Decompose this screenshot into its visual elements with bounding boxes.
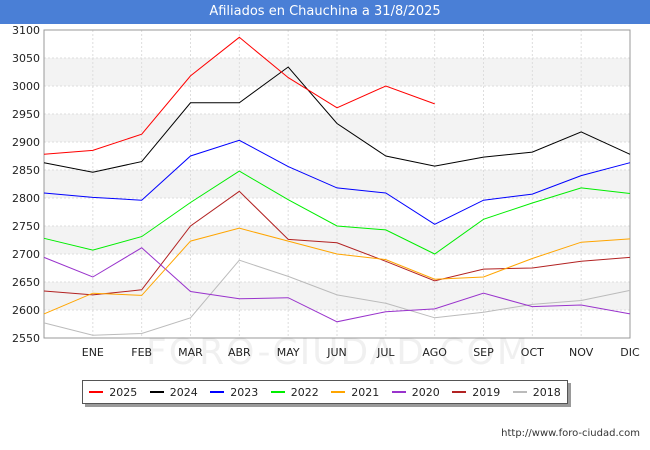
legend-label: 2021 (351, 385, 380, 399)
x-tick-label: JUL (376, 346, 395, 359)
y-tick-label: 2800 (12, 192, 40, 205)
y-tick-label: 2550 (12, 332, 40, 345)
plot-frame (43, 29, 631, 339)
legend-swatch (89, 391, 104, 393)
y-tick-label: 3000 (12, 80, 40, 93)
y-tick-label: 3100 (12, 24, 40, 37)
y-tick-label: 2850 (12, 164, 40, 177)
x-tick-label: OCT (521, 346, 544, 359)
legend-label: 2022 (290, 385, 319, 399)
legend-swatch (331, 391, 346, 393)
legend-swatch (270, 391, 285, 393)
chart-legend: 2025 2024 2023 2022 2021 2020 2019 2018 (82, 380, 568, 404)
source-url: http://www.foro-ciudad.com (501, 428, 640, 439)
x-tick-label: FEB (131, 346, 152, 359)
legend-item-2019: 2019 (452, 386, 500, 399)
legend-item-2020: 2020 (391, 385, 440, 399)
series-line-2019 (43, 190, 631, 296)
y-tick-label: 2650 (12, 276, 40, 289)
legend-label: 2020 (411, 385, 440, 399)
x-tick-label: NOV (569, 346, 594, 359)
chart-title: Afiliados en Chauchina a 31/8/2025 (0, 0, 650, 24)
series-line-2025 (43, 36, 435, 155)
y-tick-label: 2900 (12, 136, 40, 149)
legend-swatch (452, 391, 467, 393)
legend-item-2021: 2021 (331, 386, 379, 399)
y-tick-label: 2750 (12, 220, 40, 233)
series-line-2024 (43, 66, 631, 173)
y-axis-ticks: 2550 2600 2650 2700 2750 2800 2850 2900 2950 3000… (12, 24, 40, 345)
x-tick-label: MAY (277, 346, 300, 359)
legend-swatch (512, 391, 527, 393)
legend-item-2023: 2023 (210, 386, 258, 399)
series-layer (43, 36, 631, 336)
legend-label: 2025 (109, 385, 138, 399)
series-line-2022 (43, 170, 631, 255)
x-tick-label: AGO (422, 346, 447, 359)
grid-lines (43, 29, 631, 339)
legend-item-2018: 2018 (512, 385, 561, 399)
legend-label: 2018 (532, 385, 561, 399)
legend-swatch (149, 391, 164, 393)
legend-item-2024: 2024 (149, 385, 198, 399)
legend-item-2025: 2025 (89, 386, 137, 399)
legend-label: 2023 (230, 385, 259, 399)
y-tick-label: 3050 (12, 52, 40, 65)
x-tick-label: DIC (620, 346, 640, 359)
y-tick-label: 2700 (12, 248, 40, 261)
legend-swatch (391, 391, 406, 393)
legend-label: 2019 (472, 385, 501, 399)
x-tick-label: ENE (82, 346, 104, 359)
x-axis-ticks: ENE FEB MAR ABR MAY JUN JUL AGO SEP OCT NOV DIC (82, 346, 640, 359)
legend-item-2022: 2022 (270, 385, 319, 399)
x-tick-label: MAR (178, 346, 203, 359)
y-tick-label: 2600 (12, 304, 40, 317)
x-tick-label: SEP (473, 346, 494, 359)
series-line-2018 (43, 259, 631, 336)
x-tick-label: ABR (228, 346, 251, 359)
series-line-2021 (43, 227, 631, 315)
line-chart: FORO-CIUDAD.COM 2550 2600 2650 2700 2750 2800… (12, 24, 640, 373)
watermark-text: FORO-CIUDAD.COM (146, 332, 530, 373)
x-tick-label: JUN (326, 346, 347, 359)
legend-label: 2024 (169, 385, 198, 399)
series-line-2020 (43, 247, 631, 323)
series-line-2023 (43, 139, 631, 225)
legend-swatch (210, 391, 225, 393)
y-tick-label: 2950 (12, 108, 40, 121)
